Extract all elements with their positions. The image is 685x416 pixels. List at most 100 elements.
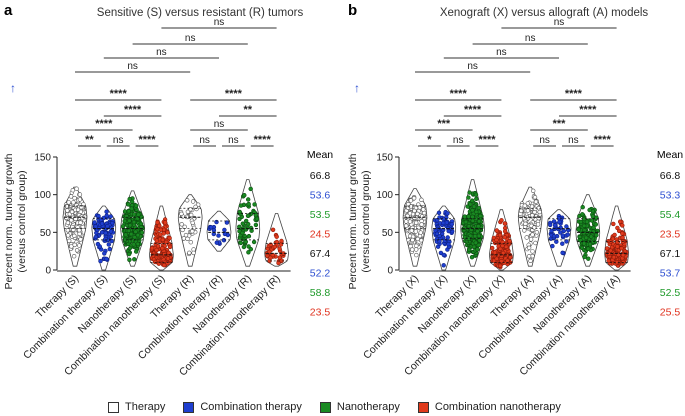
sig-label: ns [539,135,550,146]
data-point [133,229,138,234]
data-point [469,255,475,260]
violin-combination-therapy-x [431,205,457,271]
data-point [130,199,135,205]
panel-b: b Xenograft (X) versus allograft (A) mode… [347,2,683,378]
data-point [590,239,596,245]
data-point [105,224,110,229]
sig-bracket: **** [415,88,502,101]
data-point [620,235,625,240]
violin-therapy-x [402,188,428,267]
data-point [183,232,189,238]
mean-value: 66.8 [660,170,681,182]
data-point [581,223,587,229]
data-point [277,246,282,251]
data-point [533,199,539,204]
data-point [139,230,145,235]
data-point [252,202,257,207]
data-point [68,194,74,199]
data-point [564,239,569,244]
sig-bracket: **** [590,134,614,147]
mean-value: 52.2 [310,268,331,280]
sig-label: ** [244,104,253,116]
legend-swatch-nanotherapy [319,401,331,413]
mean-value: 53.7 [660,268,681,280]
data-point [129,206,134,211]
sig-label: **** [464,104,482,116]
data-point [179,222,184,227]
data-point [135,232,141,238]
mean-value: 53.5 [310,209,331,221]
legend-label-nanotherapy: Nanotherapy [336,401,400,413]
data-point [507,238,512,244]
data-point [241,244,247,250]
data-point [467,247,472,252]
data-point [556,216,562,221]
data-point [552,223,558,228]
data-point [530,213,535,218]
data-point [556,226,561,232]
sig-bracket: **** [75,88,162,101]
data-point [127,218,132,223]
data-point [620,231,625,236]
sig-label: * [427,134,432,146]
sig-bracket: ns [472,33,588,45]
data-point [211,228,217,233]
data-point [404,219,409,224]
data-point [535,222,541,227]
sig-bracket: **** [250,134,274,147]
data-point [422,210,427,216]
sig-label: **** [138,134,156,146]
data-point [92,220,97,225]
data-point [108,214,113,219]
data-point [65,228,71,233]
data-point [165,230,170,235]
data-point [620,223,625,228]
data-point [108,229,114,234]
data-point [621,259,626,265]
data-point [190,229,195,234]
data-point [615,244,620,249]
data-point [503,229,508,234]
violin-outline [177,194,203,267]
data-point [163,220,168,225]
panel-letter: b [348,2,357,19]
data-point [528,237,534,242]
sig-label: ns [214,119,225,130]
data-point [494,237,499,243]
data-point [71,254,77,259]
legend-item-therapy: Therapy [108,401,165,413]
data-point [590,214,596,219]
data-point [587,242,593,247]
sig-bracket: * [418,134,441,147]
data-point [246,222,251,227]
data-point [550,243,555,249]
data-point [182,224,187,230]
data-point [611,255,617,260]
data-point [64,215,69,221]
data-point [222,227,227,233]
data-point [69,209,75,215]
data-point [238,203,244,208]
data-point [246,244,251,249]
data-point [158,227,164,233]
data-point [246,201,251,207]
data-point [490,245,495,251]
data-point [531,225,537,230]
data-point [242,193,247,198]
data-point [131,219,137,225]
data-point [522,203,527,208]
sig-bracket: ns [562,135,585,147]
mean-value: 55.4 [660,209,681,221]
data-point [245,213,251,219]
sig-bracket: **** [103,104,162,117]
violin-therapy-a [517,186,543,267]
data-point [583,235,589,240]
data-point [414,243,419,249]
data-point [446,241,451,247]
data-point [69,218,74,223]
up-arrow-icon: ↑ [354,81,360,95]
data-point [500,240,505,245]
data-point [616,228,622,234]
sig-label: ns [127,61,138,72]
sig-bracket: *** [415,118,473,131]
